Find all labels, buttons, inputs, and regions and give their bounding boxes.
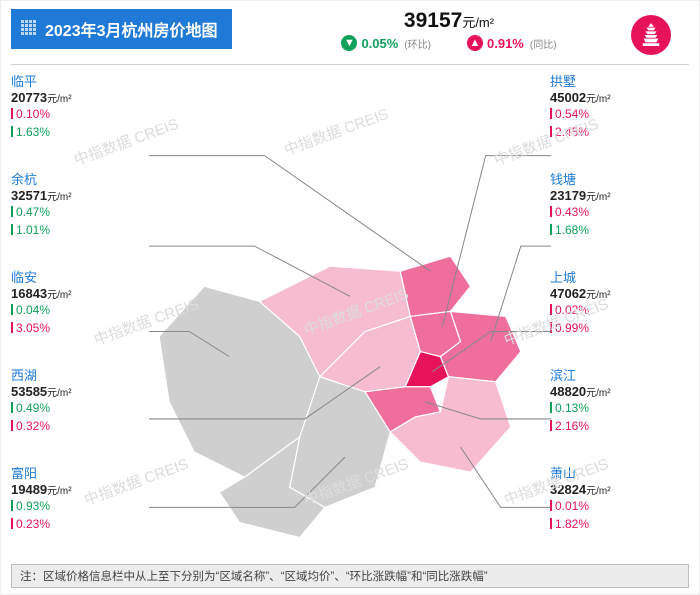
district-yoy: 2.45% [550, 123, 685, 141]
leader-line [149, 156, 430, 272]
title-badge: 2023年3月杭州房价地图 [11, 9, 232, 49]
district-yoy: 0.32% [11, 417, 146, 435]
district-mom: 0.10% [11, 105, 146, 123]
district-yoy: 1.01% [11, 221, 146, 239]
arrow-down-icon: ▼ [341, 35, 357, 51]
content: 临平20773元/m²0.10%1.63% 余杭32571元/m²0.47%1.0… [1, 71, 699, 562]
district-name: 钱塘 [550, 169, 685, 188]
header: 2023年3月杭州房价地图 39157元/m² ▼ 0.05% (环比) ▲ 0… [11, 9, 689, 65]
mom-label: (环比) [404, 36, 431, 51]
district-yoy: 1.82% [550, 515, 685, 533]
district-name: 富阳 [11, 463, 146, 482]
district-name: 临平 [11, 71, 146, 90]
district-name: 余杭 [11, 169, 146, 188]
district-block: 滨江48820元/m²0.13%2.16% [550, 365, 685, 435]
district-mom: 0.13% [550, 399, 685, 417]
district-name: 临安 [11, 267, 146, 286]
pagoda-icon [640, 22, 662, 48]
district-mom: 0.01% [550, 497, 685, 515]
district-price: 32824元/m² [550, 482, 685, 497]
price-map-infographic: 2023年3月杭州房价地图 39157元/m² ▼ 0.05% (环比) ▲ 0… [0, 0, 700, 595]
mom-value: 0.05% [361, 36, 398, 51]
district-name: 滨江 [550, 365, 685, 384]
avg-price-value: 39157 [404, 9, 462, 32]
district-mom: 0.93% [11, 497, 146, 515]
average-price: 39157元/m² [299, 9, 599, 33]
district-price: 16843元/m² [11, 286, 146, 301]
district-name: 西湖 [11, 365, 146, 384]
district-price: 48820元/m² [550, 384, 685, 399]
district-yoy: 1.68% [550, 221, 685, 239]
district-yoy: 1.63% [11, 123, 146, 141]
yoy-label: (同比) [530, 36, 557, 51]
district-mom: 0.54% [550, 105, 685, 123]
hangzhou-map [149, 101, 551, 562]
yoy-stat: ▲ 0.91% (同比) [467, 35, 557, 51]
district-mom: 0.02% [550, 301, 685, 319]
district-yoy: 2.16% [550, 417, 685, 435]
district-price: 45002元/m² [550, 90, 685, 105]
district-yoy: 0.99% [550, 319, 685, 337]
city-badge [631, 15, 671, 55]
district-yoy: 3.05% [11, 319, 146, 337]
district-price: 53585元/m² [11, 384, 146, 399]
district-price: 20773元/m² [11, 90, 146, 105]
page-title: 2023年3月杭州房价地图 [45, 23, 218, 40]
header-change-row: ▼ 0.05% (环比) ▲ 0.91% (同比) [299, 35, 599, 51]
mom-stat: ▼ 0.05% (环比) [341, 35, 431, 51]
district-name: 萧山 [550, 463, 685, 482]
district-mom: 0.49% [11, 399, 146, 417]
map-area [149, 101, 551, 562]
district-block: 临安16843元/m²0.04%3.05% [11, 267, 146, 337]
yoy-value: 0.91% [487, 36, 524, 51]
district-price: 19489元/m² [11, 482, 146, 497]
district-block: 拱墅45002元/m²0.54%2.45% [550, 71, 685, 141]
district-block: 余杭32571元/m²0.47%1.01% [11, 169, 146, 239]
district-mom: 0.43% [550, 203, 685, 221]
district-block: 富阳19489元/m²0.93%0.23% [11, 463, 146, 533]
footer-note: 注：区域价格信息栏中从上至下分别为“区域名称”、“区域均价”、“环比涨跌幅”和“… [11, 564, 689, 588]
district-yoy: 0.23% [11, 515, 146, 533]
price-unit: 元/m² [462, 15, 494, 30]
right-district-column: 拱墅45002元/m²0.54%2.45% 钱塘23179元/m²0.43%1.6… [550, 71, 685, 561]
arrow-up-icon: ▲ [467, 35, 483, 51]
title-dots-icon [21, 20, 39, 34]
district-block: 上城47062元/m²0.02%0.99% [550, 267, 685, 337]
district-block: 萧山32824元/m²0.01%1.82% [550, 463, 685, 533]
map-region-临平 [400, 256, 470, 316]
district-price: 23179元/m² [550, 188, 685, 203]
header-stats: 39157元/m² ▼ 0.05% (环比) ▲ 0.91% (同比) [299, 9, 599, 51]
district-mom: 0.47% [11, 203, 146, 221]
district-block: 西湖53585元/m²0.49%0.32% [11, 365, 146, 435]
left-district-column: 临平20773元/m²0.10%1.63% 余杭32571元/m²0.47%1.0… [11, 71, 146, 561]
district-block: 钱塘23179元/m²0.43%1.68% [550, 169, 685, 239]
district-name: 上城 [550, 267, 685, 286]
district-name: 拱墅 [550, 71, 685, 90]
district-block: 临平20773元/m²0.10%1.63% [11, 71, 146, 141]
district-mom: 0.04% [11, 301, 146, 319]
district-price: 47062元/m² [550, 286, 685, 301]
district-price: 32571元/m² [11, 188, 146, 203]
